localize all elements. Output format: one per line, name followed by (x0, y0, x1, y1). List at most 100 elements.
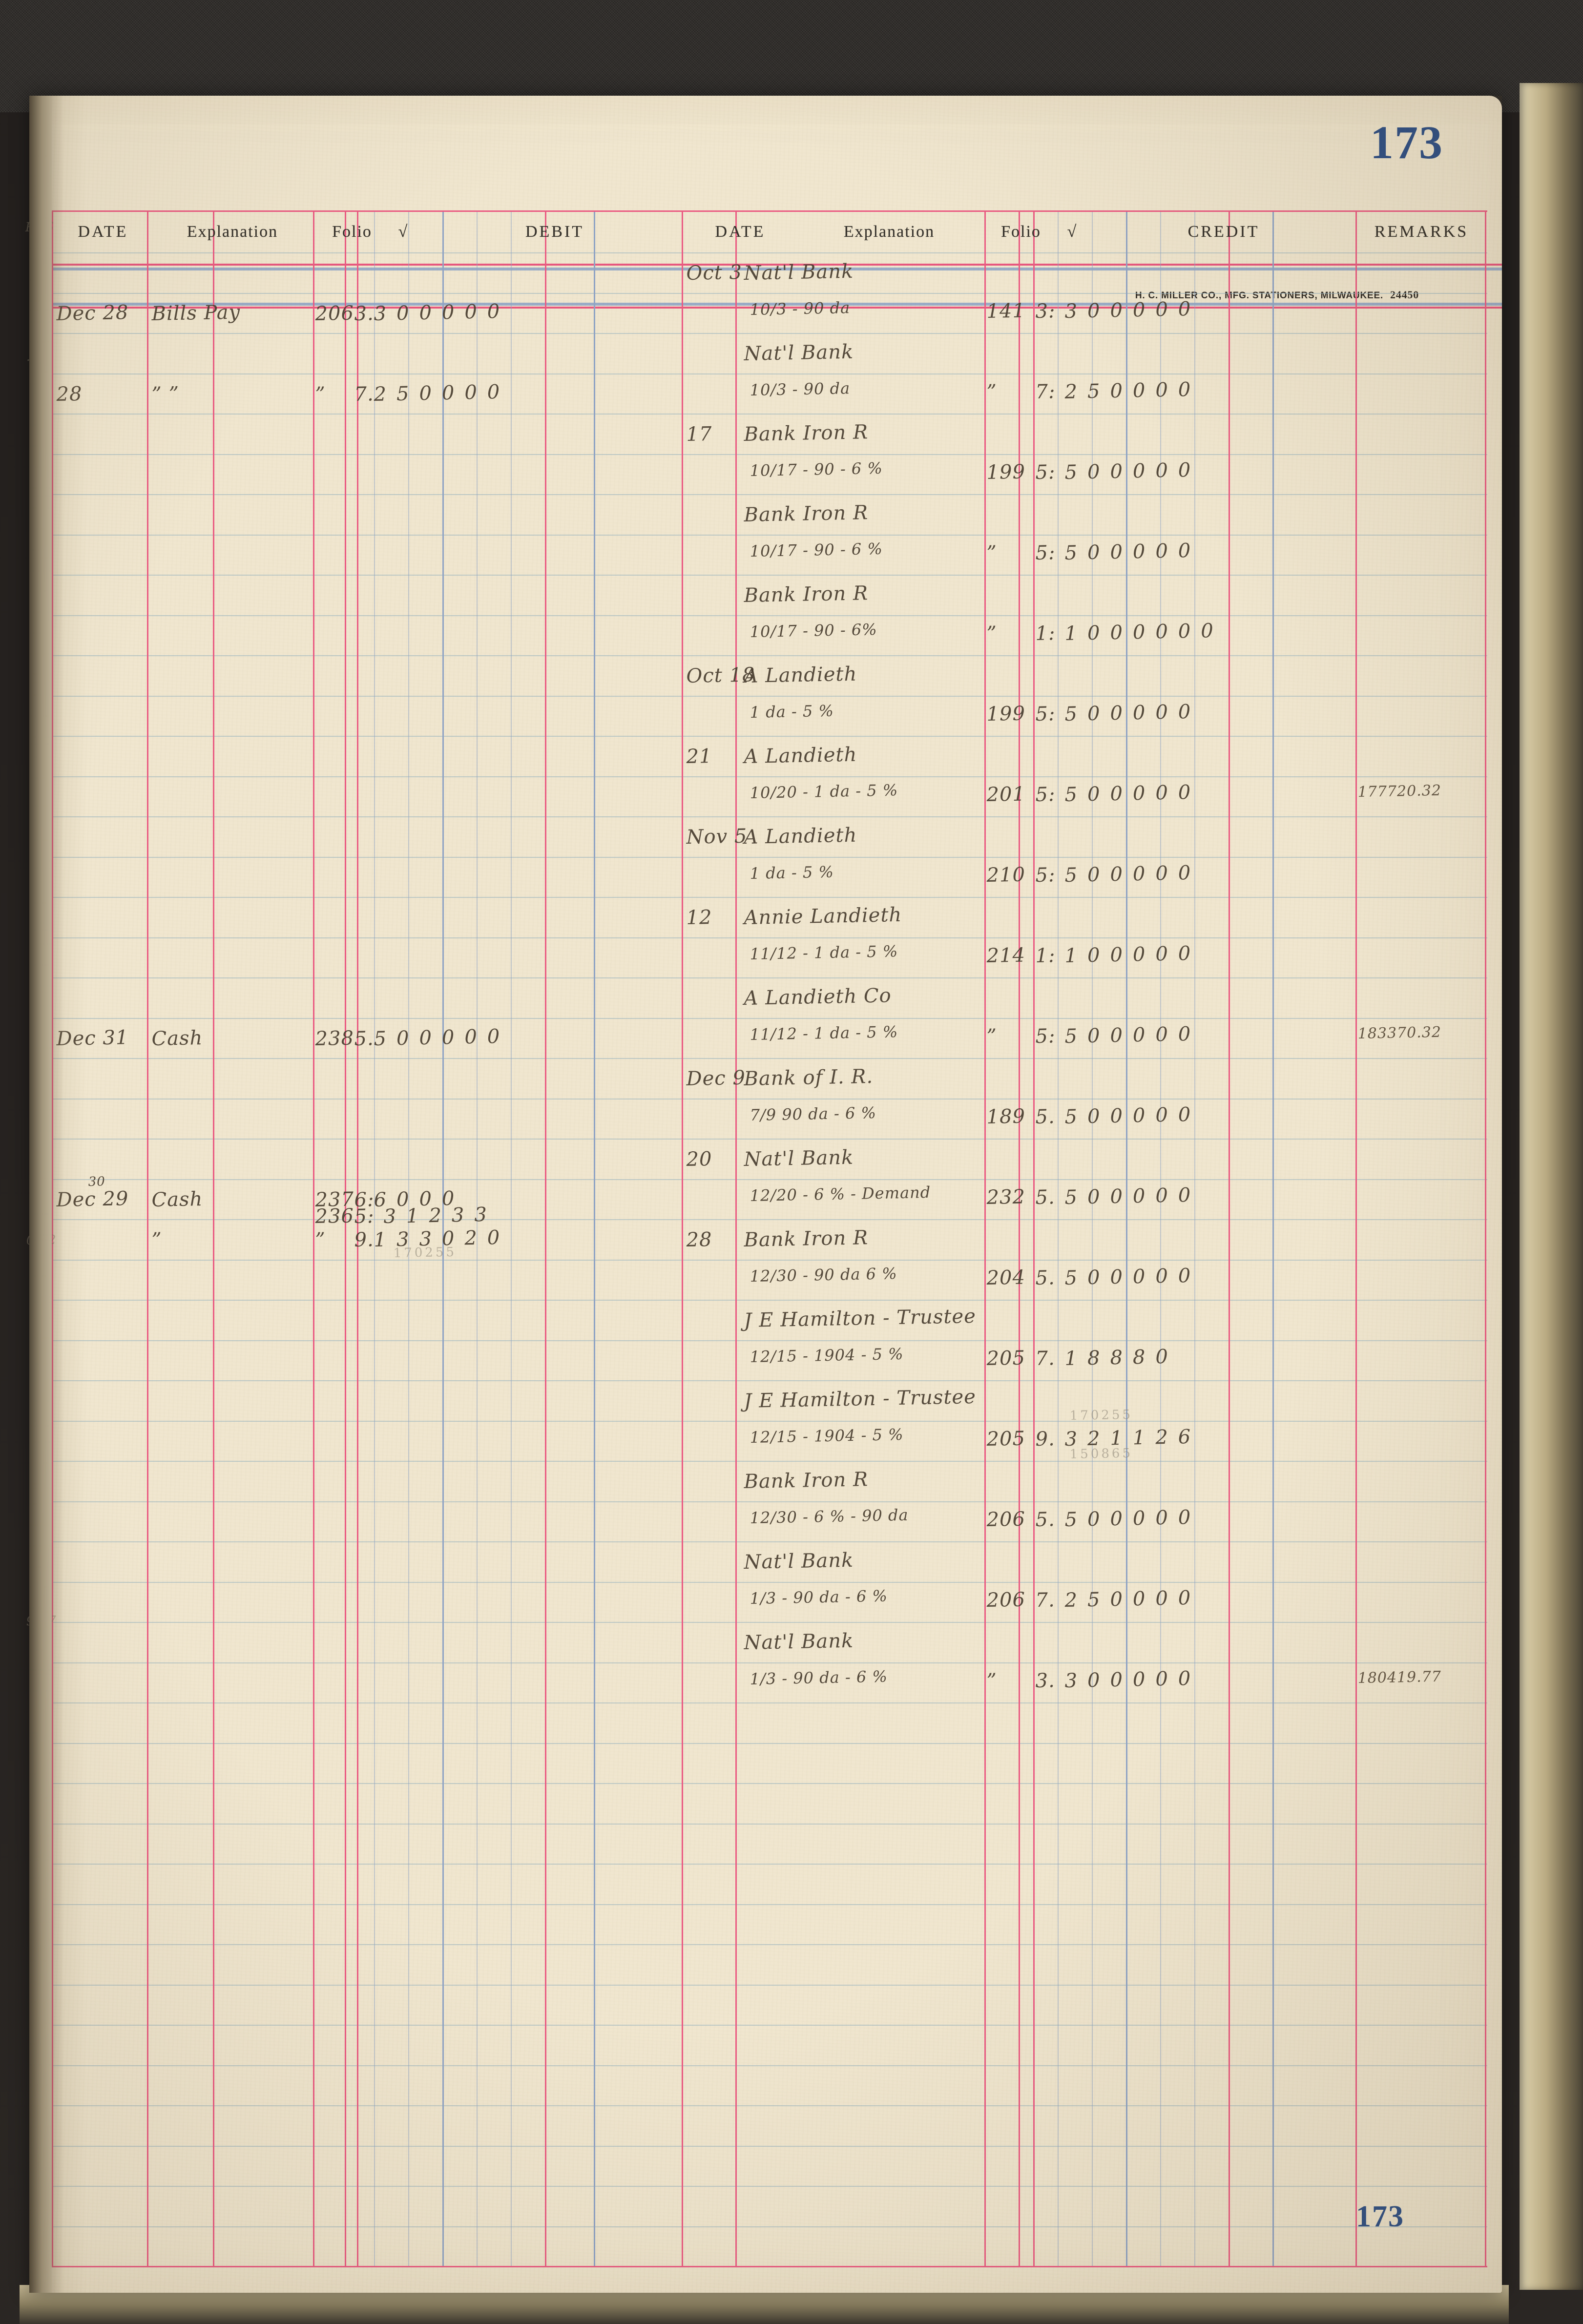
credit-terms: 12/30 - 90 da 6 % (750, 1264, 897, 1286)
debit-amount: 250000 (374, 380, 510, 406)
credit-folio: 204 (986, 1266, 1026, 1290)
credit-amount: 250000 (1064, 1587, 1201, 1612)
credit-folio: 189 (986, 1105, 1026, 1129)
credit-date: 17 (686, 422, 712, 446)
header-explanation-left: Explanation (187, 223, 278, 241)
debit-explanation: Bills Pay (151, 301, 241, 325)
credit-date: 28 (686, 1228, 712, 1251)
debit-check-second: 5: (354, 1205, 375, 1228)
credit-amount: 100000 (1064, 942, 1201, 968)
credit-amount: 18880 (1064, 1345, 1179, 1370)
imprint-code: 24450 (1390, 289, 1419, 301)
header-folio-right: Folio (1001, 223, 1041, 241)
credit-date: 20 (686, 1147, 712, 1171)
credit-amount: 500000 (1064, 1184, 1201, 1209)
credit-folio: 232 (986, 1185, 1026, 1209)
credit-pencil-note: 170255 (1069, 1407, 1133, 1423)
credit-amount: 500000 (1064, 701, 1201, 726)
credit-check: 5: (1035, 703, 1056, 726)
debit-date: 28 (56, 382, 83, 406)
debit-date: Dec 29 (56, 1187, 129, 1211)
credit-terms: 1/3 - 90 da - 6 % (750, 1667, 888, 1689)
credit-folio: ” (986, 622, 998, 645)
credit-folio: 206 (986, 1588, 1026, 1612)
debit-folio: 206 (315, 301, 354, 325)
credit-check: 5: (1035, 783, 1056, 807)
debit-amount: 300000 (374, 300, 510, 325)
header-explanation-right: Explanation (843, 223, 935, 241)
credit-check: 5: (1035, 461, 1056, 484)
debit-explanation: ” ” (151, 382, 180, 406)
credit-folio: ” (986, 1025, 998, 1048)
credit-terms: 7/9 90 da - 6 % (750, 1103, 877, 1125)
credit-remarks: 177720.32 (1357, 782, 1442, 801)
credit-folio: 201 (986, 783, 1026, 807)
credit-amount: 500000 (1064, 1103, 1201, 1129)
credit-amount: 300000 (1064, 1667, 1201, 1693)
debit-date-superscript: 30 (88, 1174, 106, 1189)
header-credit: CREDIT (1187, 223, 1260, 241)
credit-explanation: J E Hamilton - Trustee (744, 1305, 977, 1332)
credit-amount: 250000 (1064, 378, 1201, 404)
credit-remarks: 183370.32 (1357, 1024, 1442, 1043)
credit-folio: 210 (986, 863, 1026, 887)
credit-explanation: Bank Iron R (744, 582, 869, 607)
header-check-left: √ (398, 223, 409, 241)
credit-check: 1: (1035, 944, 1056, 968)
credit-explanation: Nat'l Bank (744, 340, 854, 365)
credit-check: 7. (1035, 1589, 1056, 1612)
debit-folio: 238 (315, 1026, 354, 1050)
credit-amount: 500000 (1064, 781, 1201, 807)
debit-amount: 500000 (374, 1025, 510, 1050)
credit-check: 9. (1035, 1428, 1056, 1451)
debit-folio: ” (315, 383, 326, 406)
credit-terms: 12/20 - 6 % - Demand (750, 1183, 931, 1205)
header-date-right: DATE (715, 223, 766, 241)
debit-check: 9. (354, 1228, 375, 1251)
credit-terms: 1/3 - 90 da - 6 % (750, 1586, 888, 1608)
debit-check: 3. (354, 302, 375, 325)
ledger-page: 173 173 H. C. MILLER CO., MFG. STATIONER… (25, 96, 1502, 2293)
credit-date: Dec 9 (686, 1066, 746, 1090)
credit-check: 3: (1035, 300, 1056, 323)
credit-explanation: Bank Iron R (744, 421, 869, 446)
credit-terms: 10/17 - 90 - 6 % (750, 459, 883, 480)
debit-date: Dec 31 (56, 1026, 129, 1050)
credit-terms: 10/3 - 90 da (750, 298, 851, 319)
credit-explanation: Bank Iron R (744, 1226, 869, 1251)
debit-check: 7. (354, 382, 375, 406)
credit-explanation: Nat'l Bank (744, 1549, 854, 1574)
credit-explanation: A Landieth (744, 663, 857, 687)
credit-amount: 500000 (1064, 1506, 1201, 1532)
page-number-top: 173 (1370, 116, 1443, 168)
credit-terms: 10/20 - 1 da - 5 % (750, 781, 898, 803)
rule-pink-top (29, 264, 1502, 266)
credit-explanation: Nat'l Bank (744, 1629, 854, 1654)
credit-check: 5. (1035, 1105, 1056, 1129)
header-check-right: √ (1067, 223, 1078, 241)
debit-check: 5. (354, 1027, 375, 1050)
credit-check: 5: (1035, 541, 1056, 565)
debit-explanation: Cash (151, 1026, 203, 1050)
credit-date: 21 (686, 745, 712, 768)
column-header-row: DATE Explanation Folio √ DEBIT DATE Expl… (52, 210, 1487, 252)
credit-check: 5. (1035, 1508, 1056, 1532)
credit-terms: 1 da - 5 % (750, 863, 834, 883)
credit-amount: 500000 (1064, 1023, 1201, 1048)
page-number-bottom: 173 (1356, 2200, 1404, 2233)
debit-folio: ” (315, 1228, 326, 1251)
credit-terms: 12/15 - 1904 - 5 % (750, 1425, 904, 1447)
credit-folio: 199 (986, 702, 1026, 726)
credit-terms: 10/3 - 90 da (750, 379, 851, 400)
page-block-edge-right (1520, 83, 1583, 2290)
credit-check: 5: (1035, 1025, 1056, 1048)
credit-explanation: Bank Iron R (744, 1468, 869, 1493)
credit-explanation: Nat'l Bank (744, 1146, 854, 1171)
header-remarks: REMARKS (1374, 223, 1469, 241)
credit-amount: 1000000 (1064, 620, 1224, 645)
credit-check: 5. (1035, 1186, 1056, 1209)
credit-explanation: A Landieth (744, 824, 857, 849)
credit-check: 3. (1035, 1669, 1056, 1693)
book-cloth-cover (0, 0, 1583, 112)
credit-check: 5: (1035, 864, 1056, 887)
